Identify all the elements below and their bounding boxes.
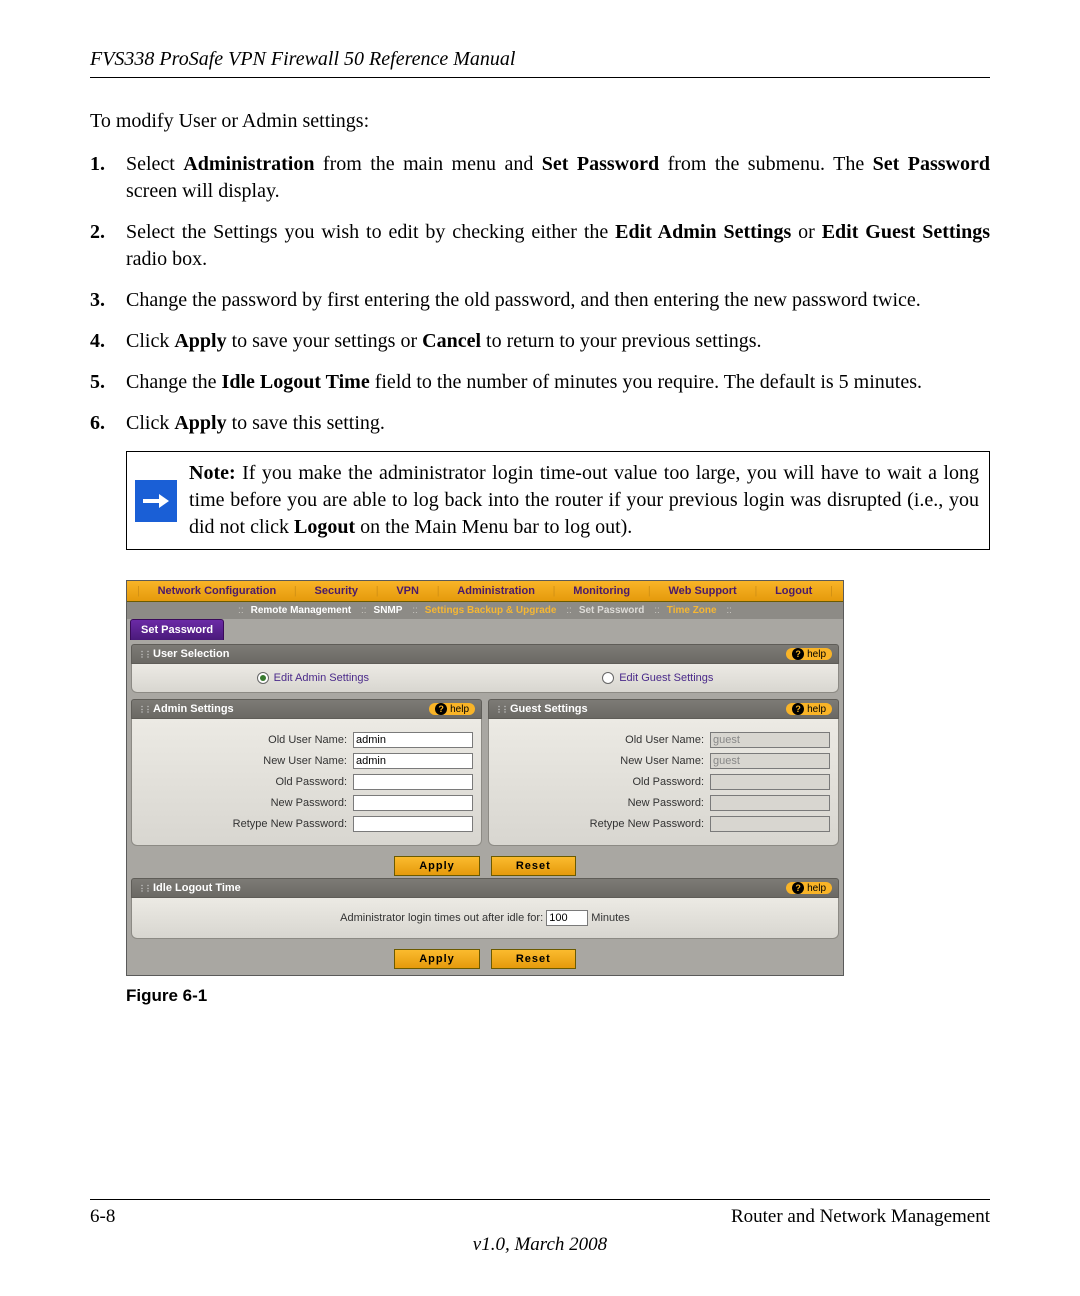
step-6: Click Apply to save this setting. [126, 410, 990, 437]
manual-header: FVS338 ProSafe VPN Firewall 50 Reference… [90, 48, 990, 78]
admin-new-pass-input[interactable] [353, 795, 473, 811]
subnav-setpassword[interactable]: Set Password [575, 605, 649, 616]
radio-edit-admin[interactable]: Edit Admin Settings [257, 672, 369, 684]
main-nav: | Network Configuration| Security| VPN| … [127, 581, 843, 602]
step-5: Change the Idle Logout Time field to the… [126, 369, 990, 396]
apply-button[interactable]: Apply [394, 856, 480, 876]
guest-retype-pass-input [710, 816, 830, 832]
nav-network[interactable]: Network Configuration [154, 585, 281, 597]
nav-vpn[interactable]: VPN [392, 585, 423, 597]
step-1: Select Administration from the main menu… [126, 151, 990, 205]
arrow-icon [135, 480, 177, 522]
nav-security[interactable]: Security [311, 585, 362, 597]
section-guest-settings: Guest Settings ?help [488, 699, 839, 719]
subnav-timezone[interactable]: Time Zone [663, 605, 721, 616]
help-button[interactable]: ?help [786, 882, 832, 894]
step-2: Select the Settings you wish to edit by … [126, 219, 990, 273]
reset-button[interactable]: Reset [491, 856, 576, 876]
subnav-snmp[interactable]: SNMP [370, 605, 407, 616]
idle-timeout-input[interactable] [546, 910, 588, 926]
tab-set-password[interactable]: Set Password [130, 619, 224, 640]
guest-new-pass-input [710, 795, 830, 811]
page-number: 6-8 [90, 1206, 115, 1228]
guest-old-pass-input [710, 774, 830, 790]
step-4: Click Apply to save your settings or Can… [126, 328, 990, 355]
guest-old-user-input [710, 732, 830, 748]
section-admin-settings: Admin Settings ?help [131, 699, 482, 719]
reset-button-2[interactable]: Reset [491, 949, 576, 969]
section-user-selection: User Selection ?help [131, 644, 839, 664]
help-button[interactable]: ?help [786, 648, 832, 660]
help-button[interactable]: ?help [786, 703, 832, 715]
figure-caption: Figure 6-1 [126, 986, 990, 1006]
help-button[interactable]: ?help [429, 703, 475, 715]
radio-edit-guest[interactable]: Edit Guest Settings [602, 672, 713, 684]
step-3: Change the password by first entering th… [126, 287, 990, 314]
nav-websupport[interactable]: Web Support [664, 585, 740, 597]
admin-new-user-input[interactable] [353, 753, 473, 769]
nav-administration[interactable]: Administration [453, 585, 539, 597]
admin-old-user-input[interactable] [353, 732, 473, 748]
subnav-backup[interactable]: Settings Backup & Upgrade [421, 605, 561, 616]
sub-nav: ::Remote Management ::SNMP ::Settings Ba… [127, 602, 843, 619]
admin-retype-pass-input[interactable] [353, 816, 473, 832]
tab-row: Set Password [127, 619, 843, 640]
subnav-remote[interactable]: Remote Management [247, 605, 356, 616]
intro-text: To modify User or Admin settings: [90, 110, 990, 133]
guest-new-user-input [710, 753, 830, 769]
chapter-title: Router and Network Management [731, 1206, 990, 1228]
steps-list: Select Administration from the main menu… [90, 151, 990, 437]
apply-button-2[interactable]: Apply [394, 949, 480, 969]
nav-monitoring[interactable]: Monitoring [569, 585, 634, 597]
nav-logout[interactable]: Logout [771, 585, 816, 597]
router-screenshot: | Network Configuration| Security| VPN| … [126, 580, 844, 976]
section-idle-logout: Idle Logout Time ?help [131, 878, 839, 898]
note-box: Note: If you make the administrator logi… [126, 451, 990, 550]
version-text: v1.0, March 2008 [90, 1234, 990, 1256]
note-text: Note: If you make the administrator logi… [185, 452, 989, 549]
page-footer: 6-8 Router and Network Management v1.0, … [90, 1199, 990, 1256]
admin-old-pass-input[interactable] [353, 774, 473, 790]
